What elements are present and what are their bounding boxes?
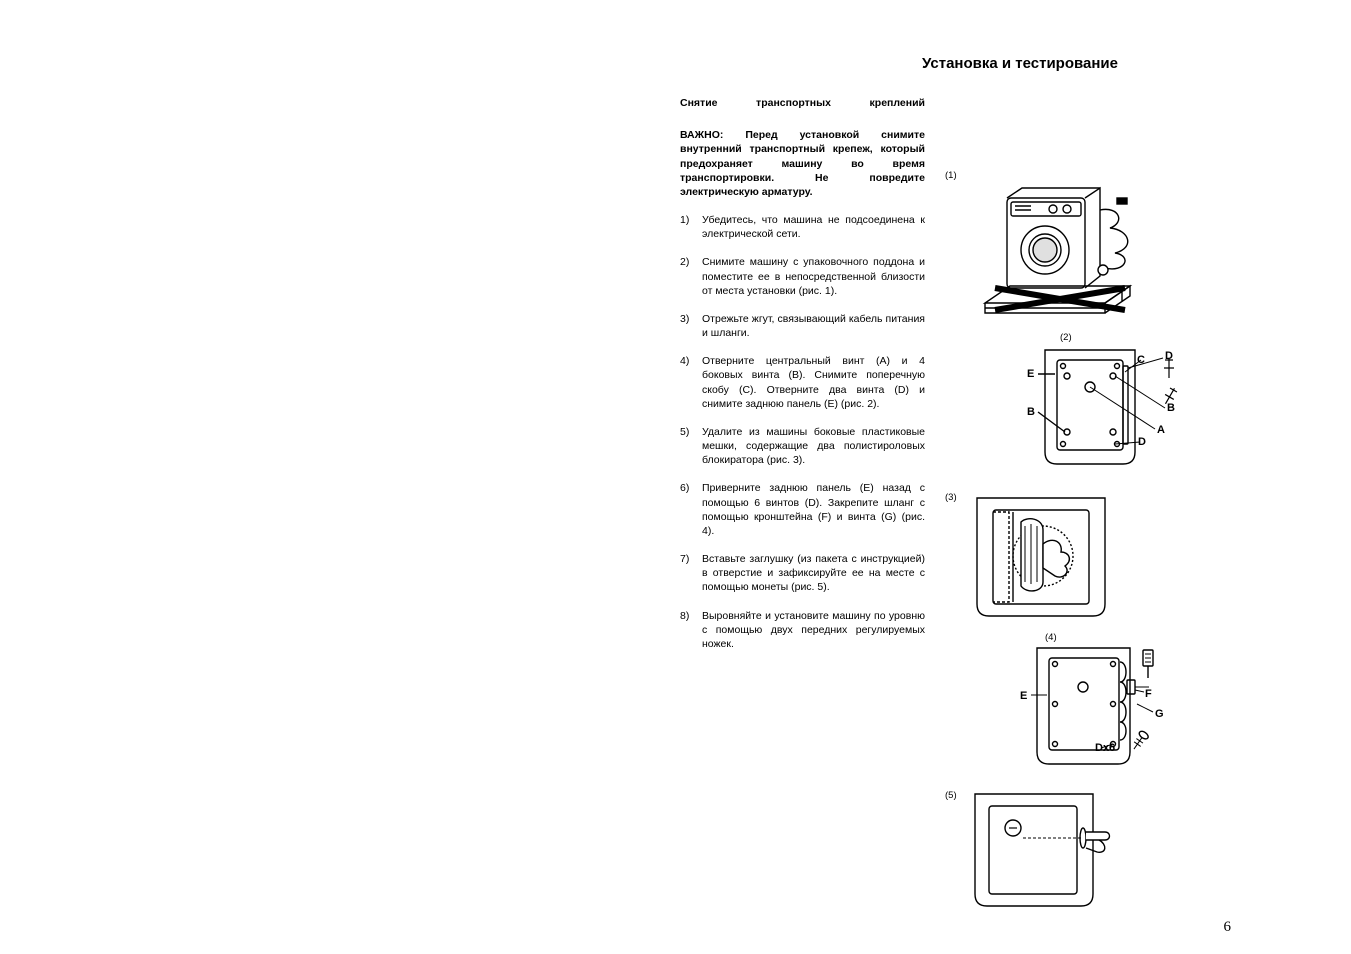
callout-b: B: [1027, 406, 1035, 418]
callout-f: F: [1145, 688, 1152, 700]
page-title: Установка и тестирование: [680, 55, 1220, 72]
figure-label: (4): [1045, 632, 1057, 643]
figure-label: (5): [945, 790, 957, 801]
text-column: Снятие транспортных креплений ВАЖНО: Пер…: [680, 96, 925, 920]
step-item: Приверните заднюю панель (E) назад с пом…: [680, 481, 925, 538]
callout-dx6: Dx6: [1095, 742, 1115, 754]
figure-5: (5): [945, 786, 1200, 914]
step-item: Удалите из машины боковые пластиковые ме…: [680, 425, 925, 468]
section-heading: Снятие транспортных креплений: [680, 96, 925, 110]
figure-label: (2): [1060, 332, 1072, 343]
step-item: Отрежьте жгут, связывающий кабель питани…: [680, 312, 925, 340]
step-item: Отверните центральный винт (A) и 4 боков…: [680, 354, 925, 411]
figure-3: (3): [945, 486, 1200, 626]
step-item: Убедитесь, что машина не подсоединена к …: [680, 213, 925, 241]
figure-1: (1): [945, 168, 1200, 326]
step-item: Вставьте заглушку (из пакета с инструкци…: [680, 552, 925, 595]
callout-g: G: [1155, 708, 1164, 720]
callout-d2: D: [1138, 436, 1146, 448]
callout-b2: B: [1167, 402, 1175, 414]
callout-e: E: [1027, 368, 1034, 380]
page-number: 6: [1224, 919, 1232, 936]
figures-column: (1): [945, 96, 1200, 920]
figure-label: (1): [945, 170, 957, 181]
callout-c: C: [1137, 354, 1145, 366]
figure-4: (4) E F G Dx6: [945, 632, 1200, 780]
steps-list: Убедитесь, что машина не подсоединена к …: [680, 213, 925, 651]
important-note: ВАЖНО: Перед установкой снимите внутренн…: [680, 128, 925, 199]
step-item: Снимите машину с упаковочного поддона и …: [680, 255, 925, 298]
figure-label: (3): [945, 492, 957, 503]
document-page: Установка и тестирование Снятие транспор…: [680, 55, 1220, 925]
callout-e: E: [1020, 690, 1027, 702]
figure-2: (2) E B C D B A D: [945, 332, 1200, 480]
step-item: Выровняйте и установите машину по уровню…: [680, 609, 925, 652]
callout-a: A: [1157, 424, 1165, 436]
content-columns: Снятие транспортных креплений ВАЖНО: Пер…: [680, 96, 1220, 920]
callout-d: D: [1165, 350, 1173, 362]
